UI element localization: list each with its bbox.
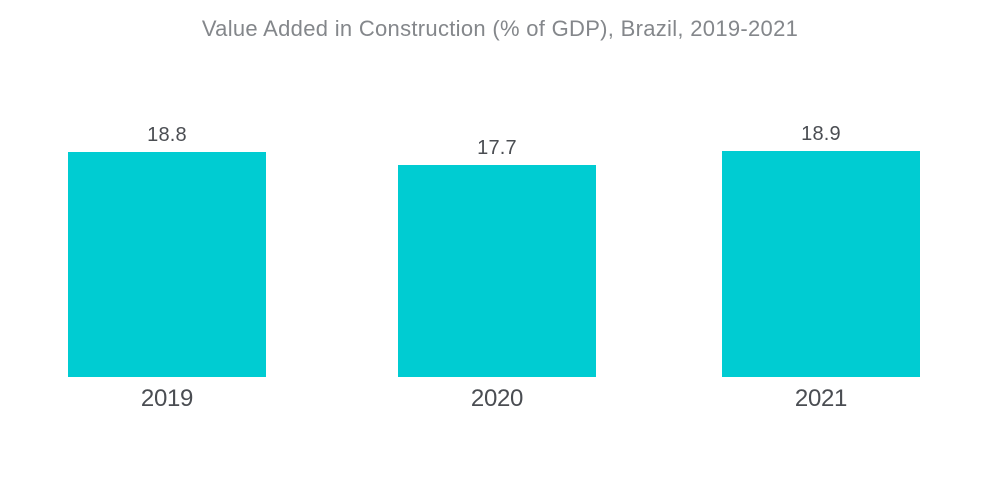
bar-value-label-2019: 18.8 <box>147 124 187 146</box>
x-tick-label-2020: 2020 <box>470 385 524 412</box>
bar-2019 <box>68 152 266 377</box>
bar-2021 <box>722 151 920 377</box>
bar-value-label-2020: 17.7 <box>477 137 517 159</box>
chart-title: Value Added in Construction (% of GDP), … <box>201 16 799 41</box>
bar-value-label-2021: 18.9 <box>801 123 841 145</box>
bar-group-2021: 18.9 2021 <box>722 123 920 412</box>
x-tick-label-2021: 2021 <box>794 385 848 412</box>
bar-group-2019: 18.8 2019 <box>68 124 266 412</box>
bar-group-2020: 17.7 2020 <box>398 137 596 412</box>
bar-2020 <box>398 165 596 377</box>
x-tick-label-2019: 2019 <box>140 385 194 412</box>
